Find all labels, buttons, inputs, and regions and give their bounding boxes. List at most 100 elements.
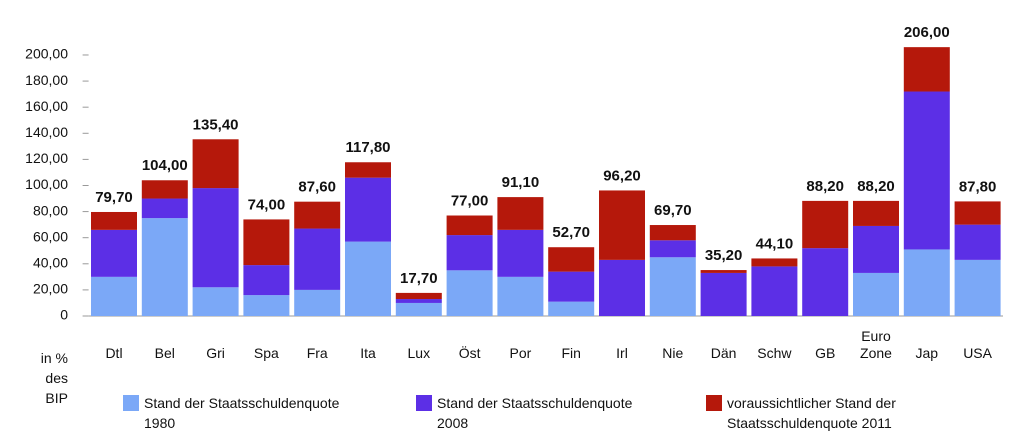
bar-segment bbox=[599, 259, 645, 316]
bar-segment bbox=[294, 228, 341, 290]
bar-segment bbox=[497, 276, 544, 316]
bar-segment bbox=[395, 292, 442, 300]
bar-segment bbox=[903, 91, 950, 250]
bar-segment bbox=[903, 249, 950, 316]
x-tick-label: Jap bbox=[915, 345, 939, 361]
bar-segment bbox=[446, 215, 493, 236]
total-label: 52,70 bbox=[552, 224, 590, 241]
total-label: 44,10 bbox=[756, 235, 794, 252]
x-tick-label: Schw bbox=[757, 345, 792, 361]
total-label: 206,00 bbox=[904, 24, 950, 41]
bar-segment bbox=[700, 270, 747, 273]
x-tick-label: Bel bbox=[154, 345, 175, 361]
y-tick-label: 180,00 bbox=[25, 72, 68, 88]
total-label: 17,70 bbox=[400, 270, 438, 287]
legend-label: Stand der Staatsschuldenquote 2008 bbox=[437, 395, 633, 431]
legend-item: Stand der Staatsschuldenquote 2008 bbox=[416, 393, 637, 433]
y-tick-label: 140,00 bbox=[25, 124, 68, 140]
x-tick-label: Dtl bbox=[105, 345, 123, 361]
bar-segment bbox=[141, 180, 188, 199]
total-label: 96,20 bbox=[603, 167, 641, 184]
total-label: 88,20 bbox=[806, 178, 844, 195]
bar-segment bbox=[903, 47, 950, 92]
y-tick-label: 20,00 bbox=[33, 281, 68, 297]
bar-segment bbox=[954, 224, 1001, 260]
bar-segment bbox=[294, 289, 341, 316]
bar-segment bbox=[141, 198, 188, 219]
bar-segment bbox=[802, 200, 849, 249]
total-label: 69,70 bbox=[654, 202, 692, 219]
total-label: 117,80 bbox=[345, 139, 390, 156]
bar-segment bbox=[395, 302, 442, 316]
bar-segment bbox=[91, 276, 137, 316]
bar-segment bbox=[345, 177, 391, 242]
x-tick-label: Dän bbox=[710, 345, 737, 361]
legend-swatch bbox=[123, 395, 139, 411]
x-tick-label: Öst bbox=[458, 345, 481, 361]
total-label: 87,80 bbox=[959, 178, 997, 195]
total-label: 88,20 bbox=[857, 178, 895, 195]
x-tick-label: Spa bbox=[253, 345, 279, 361]
y-tick-label: 160,00 bbox=[25, 98, 68, 114]
bar-segment bbox=[294, 201, 341, 229]
bar-segment bbox=[649, 257, 696, 316]
legend-item: Stand der Staatsschuldenquote 1980 bbox=[123, 393, 344, 433]
bar-segment bbox=[141, 218, 188, 316]
x-tick-label: Lux bbox=[407, 345, 431, 361]
x-tick-label: Euro Zone bbox=[860, 328, 892, 361]
bar-segment bbox=[446, 270, 493, 316]
bar-segment bbox=[853, 272, 899, 316]
legend-item: voraussichtlicher Stand der Staatsschuld… bbox=[706, 393, 957, 433]
x-tick-label: Gri bbox=[206, 345, 225, 361]
bar-segment bbox=[192, 287, 239, 316]
y-tick-label: 100,00 bbox=[25, 176, 68, 192]
total-label: 104,00 bbox=[142, 157, 188, 174]
total-label: 79,70 bbox=[95, 189, 133, 206]
total-label: 74,00 bbox=[248, 196, 286, 213]
bar-segment bbox=[853, 200, 899, 226]
x-tick-label: Fra bbox=[306, 345, 328, 361]
x-tick-label: GB bbox=[815, 345, 836, 361]
total-label: 91,10 bbox=[502, 174, 540, 191]
total-label: 87,60 bbox=[298, 179, 336, 196]
bar-segment bbox=[548, 301, 595, 316]
total-label: 77,00 bbox=[451, 192, 489, 209]
bar-segment bbox=[548, 271, 595, 302]
y-tick-label: 120,00 bbox=[25, 150, 68, 166]
bar-segment bbox=[243, 219, 290, 266]
bar-segment bbox=[497, 229, 544, 277]
bar-segment bbox=[751, 266, 798, 316]
bar-segment bbox=[91, 229, 137, 277]
bar-segment bbox=[954, 259, 1001, 316]
bar-segment bbox=[192, 188, 239, 288]
bar-segment bbox=[700, 272, 747, 316]
total-label: 135,40 bbox=[193, 116, 239, 133]
bar-segment bbox=[395, 299, 442, 303]
bar-segment bbox=[649, 225, 696, 241]
legend-swatch bbox=[416, 395, 432, 411]
bar-segment bbox=[243, 265, 290, 296]
x-tick-label: Ita bbox=[360, 345, 376, 361]
legend-label: Stand der Staatsschuldenquote 1980 bbox=[144, 395, 340, 431]
bar-segment bbox=[192, 139, 239, 189]
y-axis-label: in % des BIP bbox=[40, 350, 68, 406]
bar-segment bbox=[446, 235, 493, 271]
y-tick-label: 40,00 bbox=[33, 254, 68, 270]
x-tick-label: Fin bbox=[561, 345, 581, 361]
bar-segment bbox=[497, 197, 544, 230]
bar-segment bbox=[751, 258, 798, 267]
x-tick-label: Irl bbox=[616, 345, 628, 361]
bar-segment bbox=[853, 225, 899, 273]
x-tick-label: USA bbox=[963, 345, 992, 361]
x-tick-label: Por bbox=[509, 345, 532, 361]
bar-segment bbox=[91, 211, 137, 230]
y-tick-label: 80,00 bbox=[33, 202, 68, 218]
legend-swatch bbox=[706, 395, 722, 411]
bar-segment bbox=[243, 295, 290, 316]
bar-segment bbox=[345, 241, 391, 316]
y-tick-label: 60,00 bbox=[33, 228, 68, 244]
bar-segment bbox=[649, 240, 696, 258]
bar-segment bbox=[548, 247, 595, 272]
